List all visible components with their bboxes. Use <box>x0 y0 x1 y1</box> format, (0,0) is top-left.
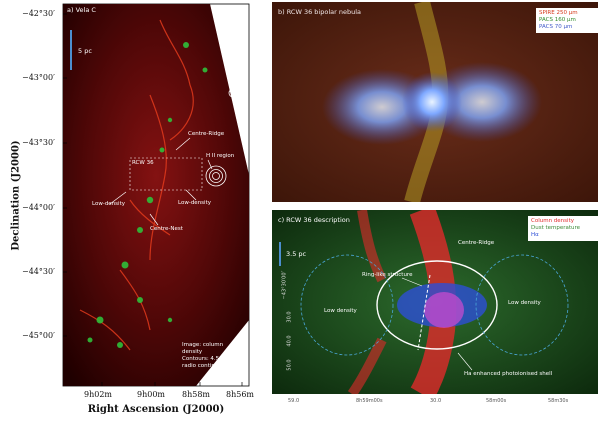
legend-column-density: Column density <box>531 218 574 224</box>
label-rcw36: RCW 36 <box>132 160 154 166</box>
label-low-density-right-c: Low density <box>508 300 541 306</box>
legend-line: density <box>182 349 203 355</box>
x-tick: 8h58m <box>182 390 211 399</box>
panel-b-bipolar-nebula: b) RCW 36 bipolar nebula SPIRE 250 μm PA… <box>272 2 600 202</box>
ring-like-structure-outline <box>376 260 498 350</box>
y-tick-c: 30.0 <box>286 311 293 323</box>
y-tick: −42°30′ <box>22 9 55 18</box>
label-centre-ridge: Centre-Ridge <box>188 131 225 137</box>
low-density-right-outline <box>475 254 569 356</box>
y-tick: −43°30′ <box>22 138 55 147</box>
y-tick: −44°00′ <box>22 203 55 212</box>
panel-a-legend: Image: column density Contours: 4.5 GHz … <box>182 342 232 370</box>
legend-line: Contours: 4.5 GHz <box>182 356 233 362</box>
label-centre-nest: Centre-Nest <box>150 226 183 232</box>
x-tick: 9h02m <box>84 390 113 399</box>
label-centre-ridge-c: Centre-Ridge <box>458 240 495 246</box>
panel-b-legend: SPIRE 250 μm PACS 160 μm PACS 70 μm <box>536 8 600 33</box>
y-tick-c: −43°30′00″ <box>281 270 288 300</box>
panel-c-image <box>272 210 598 422</box>
x-tick-c: 8h59m00s <box>356 398 383 404</box>
legend-line: Image: column <box>182 342 224 348</box>
x-tick-c: 58m30s <box>548 398 569 404</box>
x-tick-c: 58m00s <box>486 398 507 404</box>
y-axis-label: Declination (J2000) <box>10 140 22 251</box>
panel-b-tag: b) RCW 36 bipolar nebula <box>278 8 362 16</box>
legend-line: radio continuum <box>182 363 228 369</box>
column-density-map <box>63 4 249 386</box>
legend-halpha: Hα <box>531 232 539 238</box>
legend-pacs70: PACS 70 μm <box>539 24 573 30</box>
legend-dust-temperature: Dust temperature <box>531 225 581 231</box>
label-low-density-left-c: Low density <box>324 308 357 314</box>
x-tick: 8h56m <box>226 390 255 399</box>
x-tick-c: 59.0 <box>288 398 300 404</box>
radio-contour-small <box>228 88 238 98</box>
y-tick: −44°30′ <box>22 267 55 276</box>
label-low-density-right: Low-density <box>178 200 211 206</box>
rcw36-box <box>129 157 203 191</box>
x-axis-label: Right Ascension (J2000) <box>87 404 225 415</box>
legend-pacs160: PACS 160 μm <box>539 17 576 23</box>
low-density-left-outline <box>300 254 394 356</box>
x-tick-c: 30.0 <box>430 398 442 404</box>
label-low-density-left: Low-density <box>92 201 125 207</box>
label-hii-region: H II region <box>206 153 235 159</box>
scale-label-c: 3.5 pc <box>286 250 307 258</box>
panel-b-image <box>272 2 598 202</box>
y-tick: −43°00′ <box>22 73 55 82</box>
y-tick-c: 40.0 <box>286 335 293 347</box>
label-ionised-shell: Ha enhanced photoionised shell <box>464 371 553 377</box>
x-tick: 9h00m <box>137 390 166 399</box>
label-ring-structure: Ring-like structure <box>362 272 413 278</box>
panel-c-description: c) RCW 36 description 3.5 pc Column dens… <box>272 210 600 422</box>
radio-contour-outer <box>205 165 227 187</box>
panel-c-tag: c) RCW 36 description <box>278 216 350 224</box>
scale-label-a: 5 pc <box>78 47 92 55</box>
panel-a-tag: a) Vela C <box>67 6 96 14</box>
legend-spire: SPIRE 250 μm <box>539 10 578 16</box>
panel-c-legend: Column density Dust temperature Hα <box>528 216 600 241</box>
y-tick: −45°00′ <box>22 331 55 340</box>
panel-a-axes <box>62 3 250 387</box>
y-tick-c: 50.0 <box>286 359 293 371</box>
panel-a-vela-c-map: a) Vela C 5 pc Centre-Ridge H II region … <box>0 0 270 422</box>
